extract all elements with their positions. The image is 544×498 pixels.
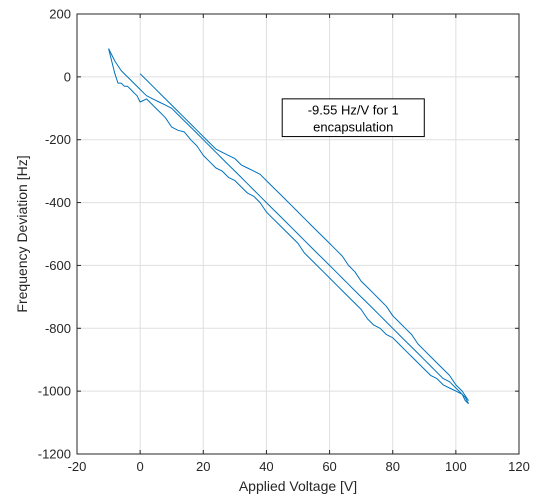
y-tick-label: 0 xyxy=(64,69,71,84)
x-tick-label: 0 xyxy=(137,459,144,474)
x-tick-label: -20 xyxy=(68,459,87,474)
annotation-line-1: -9.55 Hz/V for 1 xyxy=(308,103,399,118)
y-axis-label: Frequency Deviation [Hz] xyxy=(14,155,30,312)
annotation-line-2: encapsulation xyxy=(313,120,393,135)
y-tick-label: -800 xyxy=(45,321,71,336)
data-series xyxy=(108,48,469,405)
annotation-box: -9.55 Hz/V for 1 encapsulation xyxy=(281,98,425,138)
tick-marks xyxy=(76,13,520,455)
x-tick-label: 120 xyxy=(508,459,530,474)
y-tick-label: -600 xyxy=(45,258,71,273)
y-tick-label: -400 xyxy=(45,195,71,210)
annotation-frame xyxy=(281,98,425,138)
y-tick-label: -1200 xyxy=(38,447,71,462)
series-line-1 xyxy=(108,48,469,405)
x-axis-label: Applied Voltage [V] xyxy=(239,478,357,494)
series-line-3 xyxy=(139,73,469,401)
x-tick-label: 60 xyxy=(322,459,336,474)
y-tick-label: 200 xyxy=(49,7,71,22)
plot-area: -20 0 20 40 60 80 100 120 -1200-1000-800-600-40… xyxy=(38,7,530,475)
x-tick-label: 100 xyxy=(445,459,467,474)
x-tick-label: 20 xyxy=(196,459,210,474)
y-tick-label: -1000 xyxy=(38,384,71,399)
axes-frame xyxy=(76,13,520,455)
x-tick-label: 40 xyxy=(259,459,273,474)
series-line-2 xyxy=(108,48,469,404)
y-tick-label: -200 xyxy=(45,132,71,147)
x-tick-label: 80 xyxy=(385,459,399,474)
x-tick-labels: -20 0 20 40 60 80 100 120 xyxy=(68,459,530,474)
y-tick-labels: -1200 -1000 -800 -600 -400 -200 0 200 xyxy=(38,7,71,462)
